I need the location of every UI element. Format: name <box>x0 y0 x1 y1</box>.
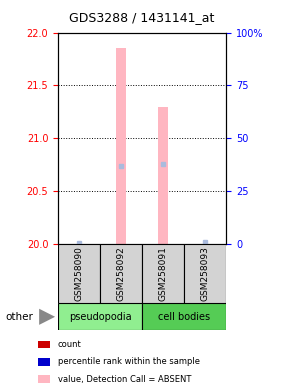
Text: other: other <box>6 312 34 322</box>
Bar <box>38 376 50 382</box>
Text: pseudopodia: pseudopodia <box>69 312 131 322</box>
Bar <box>184 244 226 303</box>
Bar <box>142 303 226 330</box>
Text: value, Detection Call = ABSENT: value, Detection Call = ABSENT <box>58 374 191 384</box>
Bar <box>58 244 100 303</box>
Text: GDS3288 / 1431141_at: GDS3288 / 1431141_at <box>69 11 215 24</box>
Polygon shape <box>39 309 55 325</box>
Bar <box>38 341 50 349</box>
Bar <box>100 244 142 303</box>
Text: GSM258092: GSM258092 <box>117 246 126 301</box>
Bar <box>116 48 126 244</box>
Bar <box>158 106 168 244</box>
Text: GSM258093: GSM258093 <box>201 246 210 301</box>
Bar <box>142 244 184 303</box>
Text: cell bodies: cell bodies <box>158 312 210 322</box>
Text: count: count <box>58 341 81 349</box>
Bar <box>58 303 142 330</box>
Bar <box>38 358 50 366</box>
Text: GSM258091: GSM258091 <box>159 246 168 301</box>
Text: GSM258090: GSM258090 <box>75 246 84 301</box>
Text: percentile rank within the sample: percentile rank within the sample <box>58 358 200 366</box>
